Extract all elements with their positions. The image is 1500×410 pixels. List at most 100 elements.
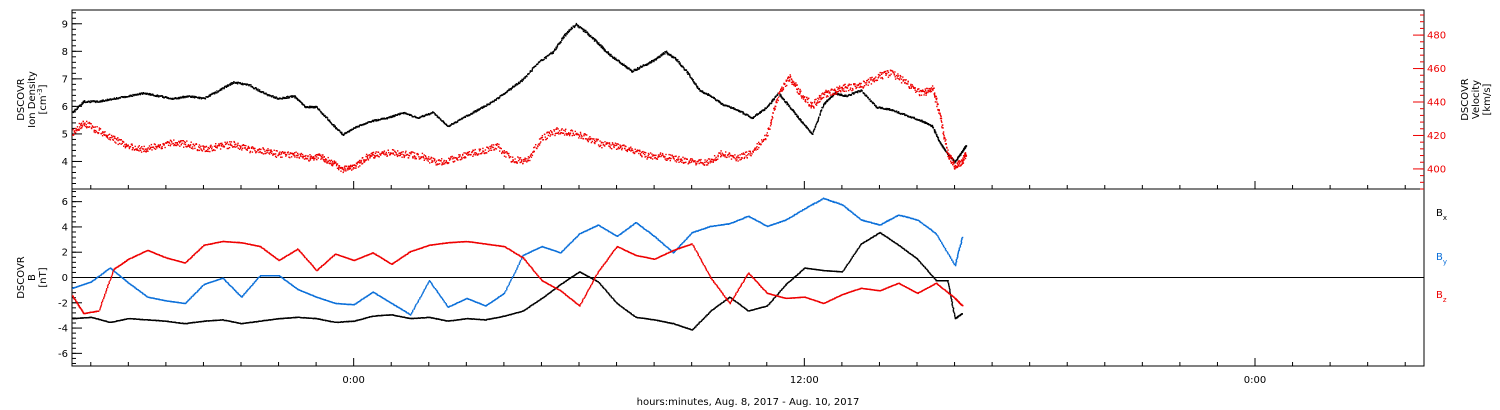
top-series-point [422, 114, 424, 117]
top-series-point [392, 153, 394, 155]
top-series-point [717, 155, 719, 158]
top-series-point [543, 58, 545, 61]
top-series-point [428, 156, 430, 158]
top-series-point [720, 156, 722, 158]
top-series-point [112, 139, 115, 141]
top-series-point [577, 26, 579, 28]
top-series-point [630, 150, 632, 152]
top-series-point [281, 151, 283, 154]
top-series-point [926, 87, 928, 90]
top-series-point [273, 149, 275, 151]
top-series-point [629, 147, 631, 149]
top-series-point [629, 68, 632, 71]
top-series-point [388, 151, 390, 154]
Bx-point [95, 317, 97, 320]
top-series-point [557, 131, 560, 134]
top-series-point [670, 55, 672, 57]
Bx-point [250, 321, 252, 324]
top-series-point [871, 101, 873, 103]
top-series-point [645, 152, 647, 154]
top-series-point [796, 91, 798, 93]
top-series-point [249, 151, 251, 154]
top-series-point [364, 160, 366, 163]
top-series-point [738, 157, 740, 159]
top-series-point [745, 114, 747, 116]
Bx-point [282, 317, 285, 319]
Bx-point [329, 320, 331, 323]
top-series-point [695, 83, 697, 85]
top-series-point [293, 154, 295, 157]
top-series-point [750, 155, 752, 157]
top-series-point [617, 146, 620, 148]
top-series-point [123, 96, 125, 98]
top-series-point [80, 127, 82, 130]
top-series-point [252, 147, 255, 149]
top-series-point [354, 167, 356, 169]
top-series-point [804, 124, 806, 126]
top-series-point [756, 146, 758, 148]
top-series-point [453, 123, 455, 125]
top-series-point [741, 153, 743, 155]
Bx-point [366, 316, 368, 319]
top-series-point [924, 92, 926, 94]
top-series-point [934, 92, 936, 94]
top-series-point [938, 140, 940, 142]
top-series-point [193, 145, 196, 147]
top-series-point [273, 97, 275, 99]
Bx-point [216, 319, 218, 322]
top-series-point [863, 81, 865, 83]
top-series-point [839, 94, 841, 97]
top-series-point [260, 148, 262, 151]
top-series-point [358, 159, 361, 162]
top-series-point [101, 135, 104, 137]
Bx-point [433, 317, 435, 319]
top-series-point [802, 96, 804, 98]
top-series-point [713, 155, 716, 157]
top-series-point [189, 95, 192, 98]
top-series-point [168, 97, 171, 100]
top-series-point [362, 159, 365, 161]
top-series-point [132, 147, 134, 149]
top-series-point [554, 49, 556, 51]
top-series-point [511, 160, 514, 163]
top-series-point [646, 158, 648, 160]
top-series-point [310, 105, 312, 108]
top-series-point [156, 145, 159, 147]
top-series-point [479, 148, 482, 150]
top-series-point [934, 101, 937, 103]
top-series-point [192, 148, 194, 150]
top-series-point [639, 149, 641, 151]
top-series-point [649, 61, 651, 63]
top-series-point [471, 151, 473, 154]
top-series-point [473, 149, 475, 152]
top-series-point [73, 131, 76, 133]
top-series-point [413, 155, 416, 157]
top-series-point [521, 159, 523, 161]
top-series-point [698, 162, 700, 165]
top-series-point [107, 99, 109, 102]
top-series-point [136, 148, 138, 150]
top-series-point [331, 162, 333, 164]
top-series-point [274, 97, 277, 99]
top-series-point [505, 156, 507, 158]
top-series-point [684, 157, 686, 159]
top-series-point [856, 86, 858, 88]
top-series-point [267, 94, 270, 96]
top-series-point [321, 157, 323, 160]
top-series-point [303, 158, 306, 160]
top-series-point [146, 149, 148, 152]
Bx-point [235, 321, 237, 324]
top-series-point [554, 134, 556, 137]
top-series-point [617, 143, 619, 145]
top-series-point [553, 50, 555, 52]
Bx-point [183, 322, 185, 325]
top-series-point [75, 128, 77, 130]
top-series-point [328, 159, 331, 162]
top-series-point [756, 113, 758, 115]
top-series-point [726, 105, 728, 107]
top-series-point [306, 158, 309, 160]
top-series-point [152, 146, 154, 148]
top-series-point [330, 159, 333, 161]
Bx-point [380, 314, 383, 317]
Bx-point [354, 320, 357, 322]
